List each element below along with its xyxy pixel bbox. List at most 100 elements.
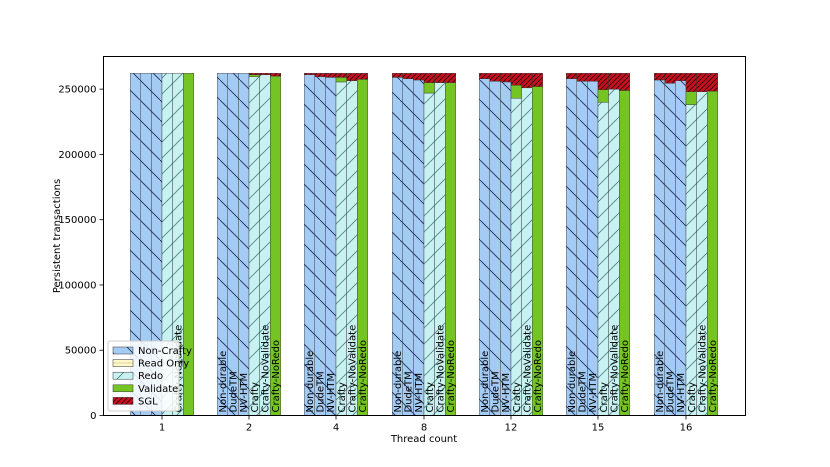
bar-label-threads-2-crafty: Crafty xyxy=(250,382,261,412)
bar-segment-redo-threads-4-crafty xyxy=(335,81,347,416)
bar-label-threads-4-dudetm: DudeTM xyxy=(316,371,327,412)
bar-label-threads-4-crafty-novalidate: Crafty-NoValidate xyxy=(347,325,358,413)
bar-segment-sgl-threads-8-crafty-novalidate xyxy=(434,73,446,83)
bar-segment-non-crafty-threads-4-nv-htm xyxy=(325,77,337,416)
bar-segment-sgl-threads-15-dudetm xyxy=(576,73,588,82)
bar-label-threads-16-dudetm: DudeTM xyxy=(666,371,677,412)
bar-segment-validate-threads-15-crafty xyxy=(597,89,609,103)
bar-label-threads-8-dudetm: DudeTM xyxy=(404,371,415,412)
bar-segment-redo-threads-2-crafty xyxy=(248,76,260,416)
bar-segment-sgl-threads-12-crafty-novalidate xyxy=(521,73,533,89)
bar-label-threads-16-crafty-novalidate: Crafty-NoValidate xyxy=(697,325,708,413)
legend-label-non-crafty: Non-Crafty xyxy=(138,346,192,357)
bar-segment-sgl-threads-16-crafty-noredo xyxy=(707,73,719,92)
y-tick-label: 100000 xyxy=(58,280,96,291)
x-tick-label: 4 xyxy=(333,423,339,434)
bar-segment-redo-threads-12-crafty xyxy=(510,98,522,416)
bar-segment-non-crafty-threads-12-nv-htm xyxy=(500,81,512,416)
legend-label-validate: Validate xyxy=(138,384,178,395)
bar-segment-sgl-threads-4-non-durable xyxy=(304,73,316,75)
x-tick-label: 12 xyxy=(505,423,518,434)
bar-labels-layer: Crafty-NoValidateNon-durableDudeTMNV-HTM… xyxy=(173,325,719,413)
bar-label-threads-8-nv-htm: NV-HTM xyxy=(414,373,425,413)
y-tick-label: 250000 xyxy=(58,85,96,96)
bar-label-threads-8-crafty-novalidate: Crafty-NoValidate xyxy=(435,325,446,413)
bar-label-threads-2-crafty-noredo: Crafty-NoRedo xyxy=(271,340,282,413)
axes-border xyxy=(103,56,746,416)
bar-segment-sgl-threads-15-crafty-noredo xyxy=(619,73,631,91)
x-tick-label: 15 xyxy=(592,423,605,434)
bar-segment-sgl-threads-15-nv-htm xyxy=(587,73,599,82)
bar-segment-validate-threads-8-crafty xyxy=(423,82,435,94)
bar-segment-non-crafty-threads-8-dudetm xyxy=(402,78,414,416)
bar-segment-redo-threads-8-crafty xyxy=(423,92,435,416)
x-tick-label: 1 xyxy=(159,423,165,434)
bar-label-threads-16-nv-htm: NV-HTM xyxy=(676,373,687,413)
bar-segment-sgl-threads-15-crafty-novalidate xyxy=(608,73,620,90)
bar-segment-validate-threads-4-crafty xyxy=(335,77,347,83)
bar-label-threads-16-non-durable: Non-durable xyxy=(655,351,666,413)
bar-label-threads-4-crafty-noredo: Crafty-NoRedo xyxy=(358,340,369,413)
bar-segment-validate-threads-2-crafty xyxy=(248,74,260,77)
x-tick-label: 16 xyxy=(680,423,693,434)
legend-swatch-validate xyxy=(112,384,134,393)
x-tick-label: 2 xyxy=(246,423,252,434)
bar-segment-sgl-threads-12-dudetm xyxy=(489,73,501,82)
bar-label-threads-15-dudetm: DudeTM xyxy=(578,371,589,412)
bar-label-threads-15-crafty-noredo: Crafty-NoRedo xyxy=(620,340,631,413)
bar-label-threads-16-crafty: Crafty xyxy=(687,382,698,412)
bar-label-threads-8-non-durable: Non-durable xyxy=(393,351,404,413)
bar-segment-sgl-threads-15-crafty xyxy=(597,73,609,90)
axes-spines xyxy=(103,56,746,416)
legend-swatch-read-only xyxy=(112,359,134,367)
bar-label-threads-15-crafty-novalidate: Crafty-NoValidate xyxy=(609,325,620,413)
bar-segment-sgl-threads-12-non-durable xyxy=(479,73,491,79)
bar-label-threads-12-nv-htm: NV-HTM xyxy=(501,373,512,413)
legend-swatch-sgl xyxy=(112,397,134,405)
bar-label-threads-12-crafty-novalidate: Crafty-NoValidate xyxy=(522,325,533,413)
y-axis: 0 50000 100000 150000 200000 250000 xyxy=(58,85,104,422)
bar-segment-non-crafty-threads-15-dudetm xyxy=(576,81,588,416)
bar-segment-sgl-threads-16-crafty-novalidate xyxy=(696,73,708,92)
y-tick-label: 200000 xyxy=(58,150,96,161)
bar-segment-sgl-threads-4-nv-htm xyxy=(325,73,337,78)
legend-swatch-non-crafty xyxy=(112,346,134,355)
x-axis-title: Thread count xyxy=(390,434,457,445)
bar-segment-non-crafty-threads-16-nv-htm xyxy=(675,80,687,416)
bar-label-threads-12-non-durable: Non-durable xyxy=(480,351,491,413)
bar-segment-non-crafty-threads-16-dudetm xyxy=(664,83,676,416)
bar-segment-sgl-threads-12-crafty xyxy=(510,73,522,86)
bar-label-threads-8-crafty-noredo: Crafty-NoRedo xyxy=(446,340,457,413)
bar-segment-sgl-threads-8-dudetm xyxy=(402,73,414,79)
bar-label-threads-4-nv-htm: NV-HTM xyxy=(326,373,337,413)
legend-swatch-redo xyxy=(112,371,134,380)
bar-label-threads-2-nv-htm: NV-HTM xyxy=(239,373,250,413)
bar-segment-sgl-threads-15-non-durable xyxy=(566,73,578,79)
bar-segment-sgl-threads-2-crafty xyxy=(248,73,260,75)
bar-segment-sgl-threads-2-crafty-novalidate xyxy=(259,73,271,75)
y-tick-label: 150000 xyxy=(58,215,96,226)
bar-label-threads-15-crafty: Crafty xyxy=(599,382,610,412)
bar-segment-sgl-threads-16-nv-htm xyxy=(675,73,687,81)
legend-label-read-only: Read Only xyxy=(138,359,189,370)
bar-label-threads-4-crafty: Crafty xyxy=(337,382,348,412)
x-axis: 1 2 4 8 12 15 16 xyxy=(159,415,693,434)
x-tick-label: 8 xyxy=(421,423,427,434)
bar-segment-non-crafty-threads-2-dudetm xyxy=(227,73,239,416)
bar-label-threads-4-non-durable: Non-durable xyxy=(305,351,316,413)
bar-label-threads-12-dudetm: DudeTM xyxy=(491,371,502,412)
bar-segment-redo-threads-15-crafty xyxy=(597,101,609,416)
legend-label-redo: Redo xyxy=(138,371,163,382)
y-tick-label: 0 xyxy=(90,411,96,422)
legend-label-sgl: SGL xyxy=(138,396,158,407)
bar-segment-sgl-threads-2-crafty-noredo xyxy=(270,73,282,77)
bar-segment-validate-threads-16-crafty xyxy=(685,91,697,106)
bar-segment-sgl-threads-8-non-durable xyxy=(392,73,404,78)
bar-label-threads-8-crafty: Crafty xyxy=(425,382,436,412)
bar-segment-sgl-threads-8-nv-htm xyxy=(413,73,425,81)
bar-segment-sgl-threads-8-crafty xyxy=(423,73,435,83)
bar-segment-non-crafty-threads-15-nv-htm xyxy=(587,81,599,416)
bar-segment-sgl-threads-16-dudetm xyxy=(664,73,676,84)
